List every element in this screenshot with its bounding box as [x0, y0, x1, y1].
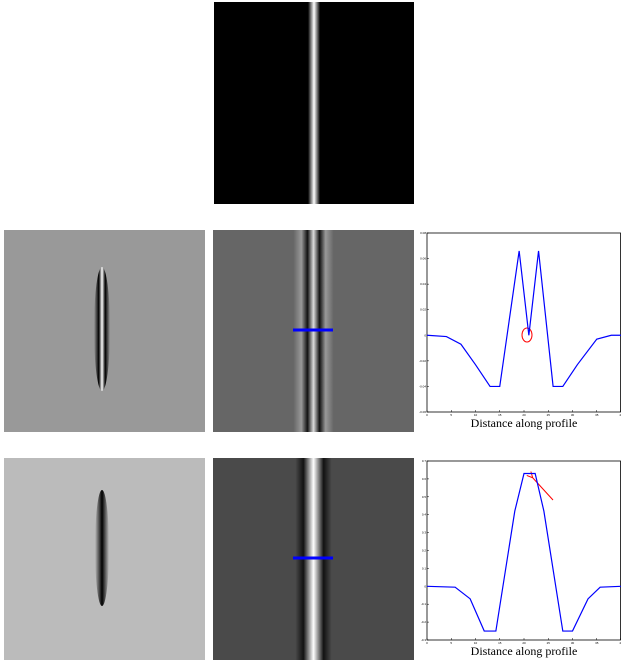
y-tick-label: 0.3 [422, 531, 427, 535]
filter-blob [94, 267, 110, 391]
x-tick-label: 5 [450, 413, 452, 417]
y-tick-label: 0.6 [422, 477, 427, 481]
y-tick-label: 0 [424, 584, 426, 588]
y-tick-label: 0.4 [422, 513, 427, 517]
y-tick-label: -0.04 [419, 384, 426, 388]
y-tick-label: -0.1 [421, 602, 427, 606]
line-series [427, 251, 621, 387]
y-tick-label: 0.08 [420, 231, 426, 235]
x-tick-label: 0 [426, 641, 428, 645]
y-tick-label: 0 [424, 333, 426, 337]
y-tick-label: -0.2 [421, 620, 427, 624]
y-tick-label: 0.5 [422, 495, 427, 499]
y-tick-label: 0.06 [420, 257, 426, 261]
plot-frame [427, 233, 621, 412]
y-tick-label: 0.2 [422, 549, 427, 553]
x-axis-label: Distance along profile [471, 416, 578, 430]
plot-frame [427, 461, 621, 640]
image [214, 2, 414, 204]
y-tick-label: 0.1 [422, 566, 427, 570]
x-axis-label: Distance along profile [471, 644, 578, 658]
y-tick-label: 0.02 [420, 308, 426, 312]
annotation-circle [522, 328, 532, 342]
line-series [427, 474, 621, 632]
annotation-arrow [532, 477, 553, 500]
y-tick-label: 0.7 [422, 459, 427, 463]
x-tick-label: 35 [595, 413, 599, 417]
x-tick-label: 35 [595, 641, 599, 645]
figure: -0.06-0.04-0.0200.020.040.060.0805101520… [0, 0, 621, 666]
filter-blob [95, 490, 109, 606]
y-tick-label: 0.04 [420, 282, 426, 286]
y-tick-label: -0.02 [419, 359, 426, 363]
x-tick-label: 5 [450, 641, 452, 645]
x-tick-label: 0 [426, 413, 428, 417]
